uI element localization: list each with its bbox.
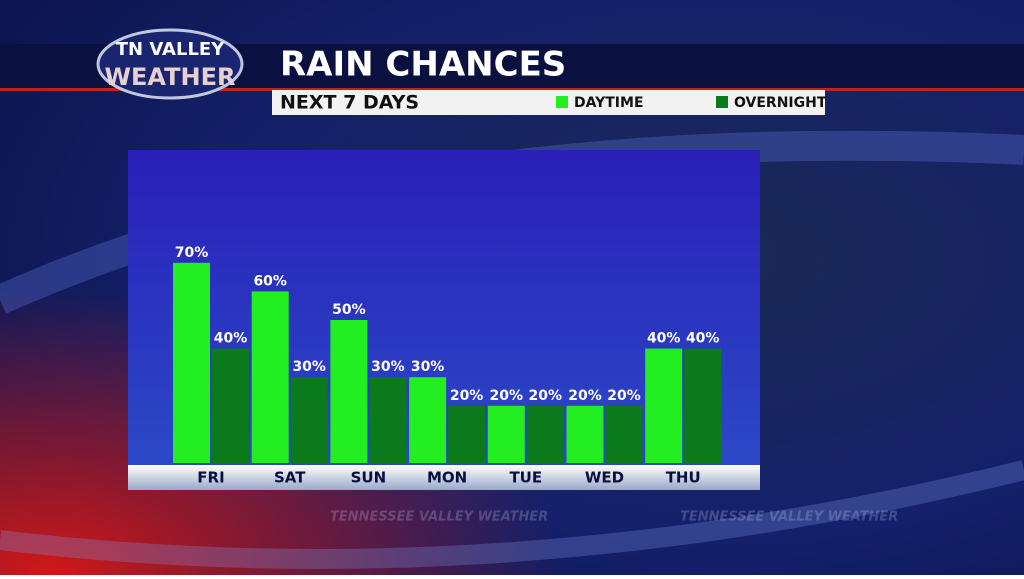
- bar: [526, 405, 564, 463]
- legend-label: DAYTIME: [574, 95, 644, 111]
- value-label: 20%: [568, 388, 602, 404]
- bar: [684, 348, 722, 463]
- bar: [487, 405, 525, 463]
- value-label: 40%: [214, 331, 248, 347]
- value-label: 30%: [371, 359, 405, 375]
- value-label: 30%: [292, 359, 326, 375]
- bar: [330, 320, 368, 463]
- watermark-group: TENNESSEE VALLEY WEATHER TENNESSEE VALLE…: [330, 510, 898, 525]
- value-label: 70%: [175, 245, 209, 261]
- bar: [173, 262, 210, 463]
- chart-subtitle: NEXT 7 DAYS: [280, 92, 419, 114]
- bar: [409, 377, 447, 463]
- bar: [566, 405, 604, 463]
- bar: [645, 348, 683, 463]
- header-line: [0, 88, 1024, 91]
- legend-swatch: [716, 96, 728, 108]
- chart-title: RAIN CHANCES: [280, 45, 566, 85]
- logo-text: TN VALLEY: [116, 39, 225, 60]
- x-tick-label: FRI: [197, 469, 224, 487]
- legend-label: OVERNIGHT: [734, 95, 827, 111]
- watermark: TENNESSEE VALLEY WEATHER: [330, 510, 548, 525]
- swoosh: [0, 460, 1024, 569]
- bar: [369, 377, 407, 463]
- watermark: TENNESSEE VALLEY WEATHER: [680, 510, 898, 525]
- bar: [290, 377, 328, 463]
- bar: [212, 348, 249, 463]
- x-tick-label: MON: [427, 469, 467, 487]
- value-label: 20%: [450, 388, 484, 404]
- value-label: 20%: [529, 388, 563, 404]
- x-tick-label: SUN: [351, 469, 387, 487]
- bar: [448, 405, 486, 463]
- x-tick-label: SAT: [274, 469, 306, 487]
- value-label: 20%: [490, 388, 524, 404]
- logo: [96, 28, 244, 100]
- legend-swatch: [556, 96, 568, 108]
- subtitle-bar: [272, 90, 825, 115]
- x-tick-label: TUE: [509, 469, 542, 487]
- bar: [251, 291, 289, 463]
- value-label: 50%: [332, 302, 366, 318]
- x-tick-label: WED: [585, 469, 624, 487]
- x-tick-label: THU: [666, 469, 701, 487]
- value-label: 40%: [686, 331, 720, 347]
- logo-text: WEATHER: [105, 63, 236, 91]
- axis-strip: [128, 465, 760, 490]
- value-label: 60%: [253, 273, 287, 289]
- bar: [605, 405, 643, 463]
- value-label: 30%: [411, 359, 445, 375]
- value-label: 20%: [607, 388, 641, 404]
- value-label: 40%: [647, 331, 681, 347]
